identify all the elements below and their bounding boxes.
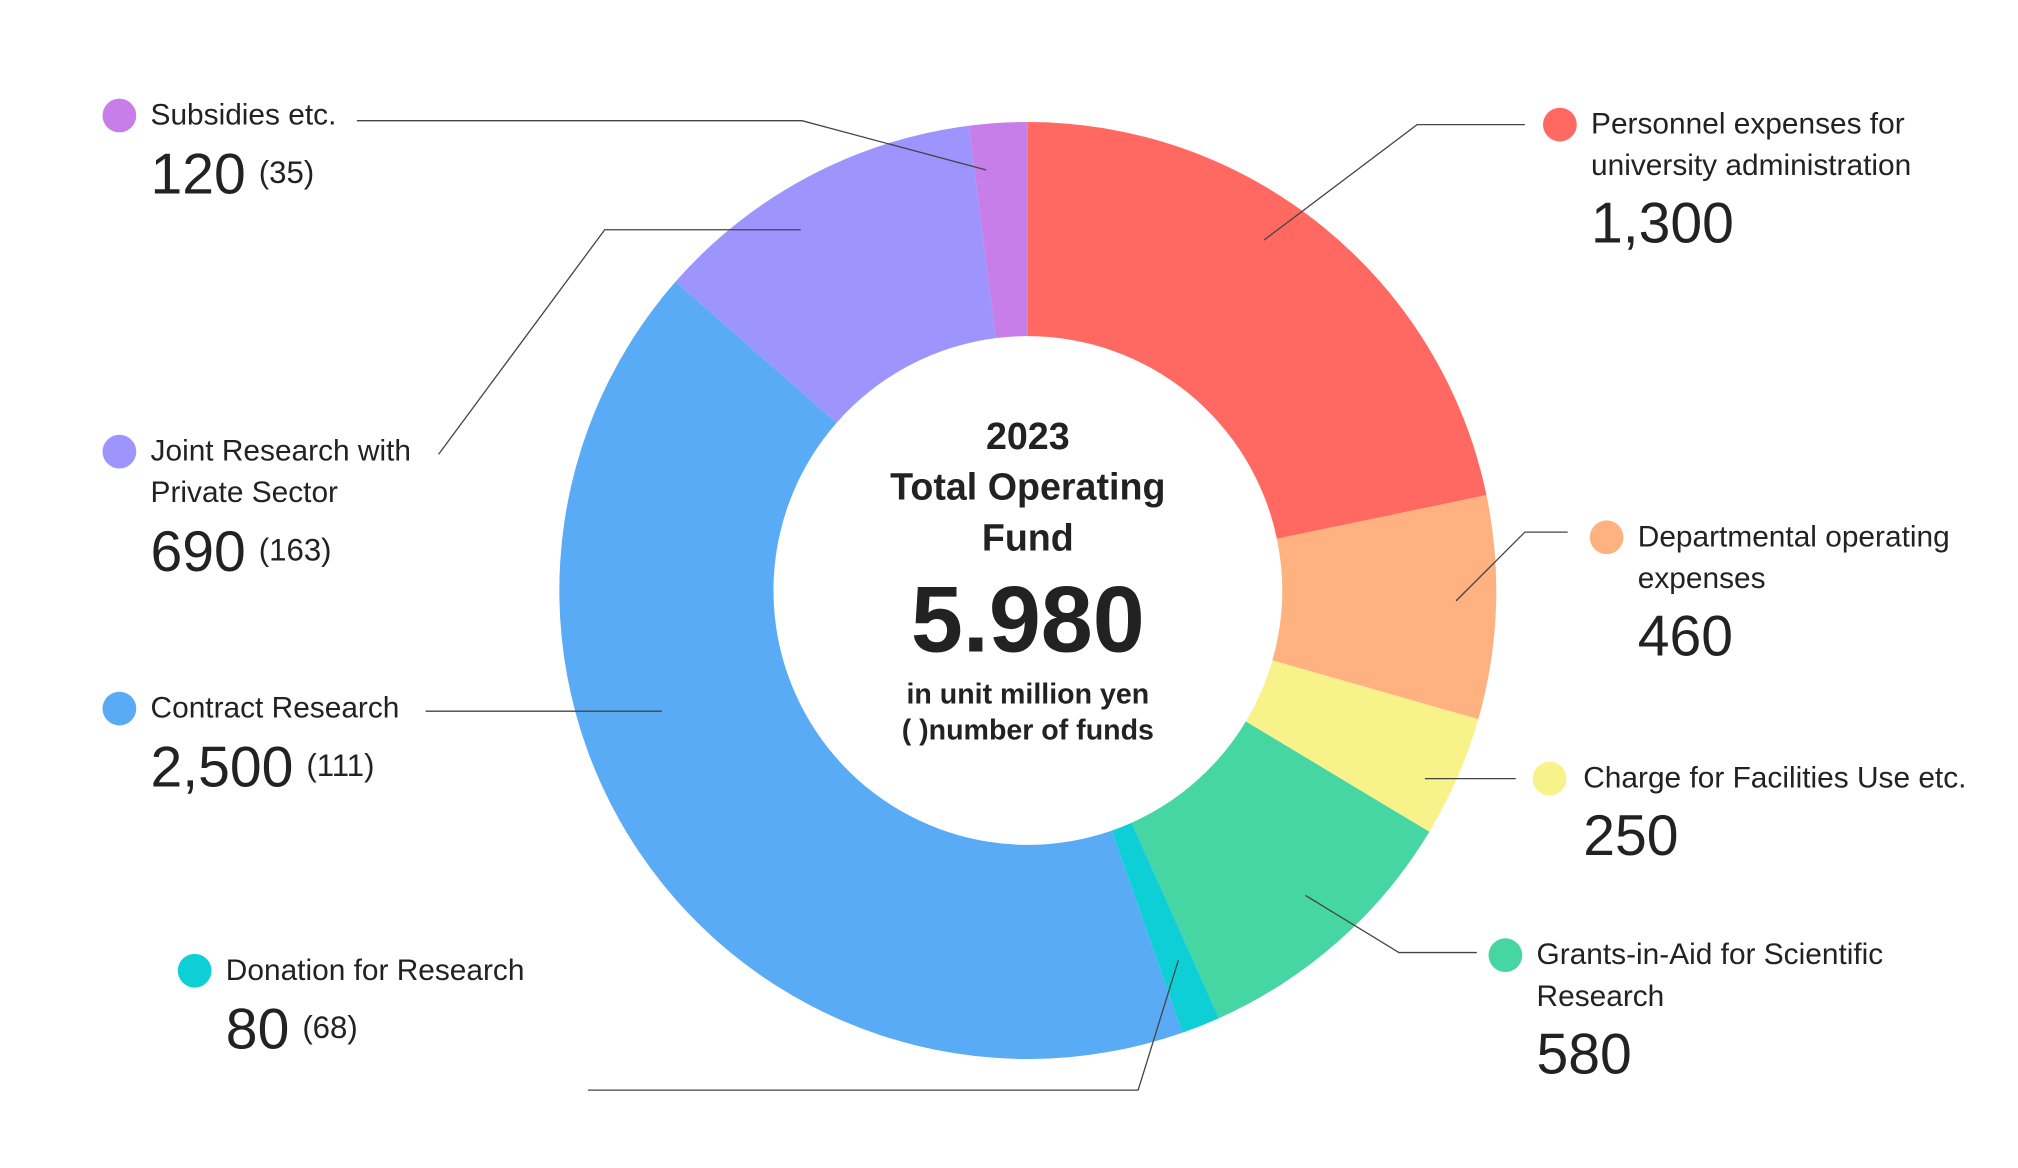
- center-total: 5.980: [910, 568, 1145, 673]
- label-block: Contract Research 2,500 (111): [151, 687, 540, 802]
- value-label: 2,500: [150, 735, 294, 800]
- category-name: Contract Research: [150, 690, 400, 725]
- category-name: Charge for Facilities Use etc.: [1583, 760, 1967, 795]
- leader-line: [587, 960, 1179, 1091]
- labels: Personnel expenses for university admini…: [102, 93, 2018, 1089]
- donut-segment: [675, 125, 996, 423]
- value-label: 80: [225, 997, 290, 1062]
- legend-dot: [102, 98, 137, 133]
- count-label: (111): [306, 748, 375, 784]
- donut-segment: [1272, 495, 1497, 720]
- category-name: Grants-in-Aid for Scientific Research: [1536, 936, 1884, 1013]
- category-name: Personnel expenses for university admini…: [1591, 106, 1912, 182]
- count-label: (68): [302, 1010, 358, 1046]
- center-unit: in unit million yen: [906, 677, 1150, 710]
- center-title: Total Operating Fund: [890, 467, 1166, 560]
- leader-line: [438, 229, 801, 455]
- center-note: ( )number of funds: [901, 713, 1154, 747]
- legend-dot: [102, 434, 137, 469]
- donut-segment: [559, 281, 1183, 1059]
- value-label: 250: [1583, 804, 1679, 869]
- center-text: 2023 Total Operating Fund 5.980 in unit …: [807, 413, 1248, 749]
- label-block: Subsidies etc. 120 (35): [151, 93, 488, 208]
- legend-dot: [1589, 520, 1624, 555]
- donut: [559, 122, 1497, 1059]
- value-row: 1,300: [1591, 191, 1980, 258]
- label: Contract Research 2,500 (111): [151, 687, 540, 802]
- donut-segment: [1131, 721, 1430, 1019]
- value-row: 120 (35): [151, 140, 488, 209]
- value-row: 80 (68): [226, 995, 615, 1064]
- leader-line: [1455, 531, 1568, 602]
- label-block: Departmental operating expenses 460: [1638, 515, 2014, 671]
- label-block: Charge for Facilities Use etc. 250: [1583, 757, 2018, 871]
- label-block: Grants-in-Aid for Scientific Research 580: [1537, 933, 1965, 1089]
- value-label: 690: [150, 520, 246, 584]
- donut-segment: [1245, 660, 1479, 832]
- label: Joint Research with Private Sector 690 (16…: [151, 430, 462, 587]
- leader-lines: [356, 120, 1568, 1091]
- value-label: 1,300: [1591, 192, 1734, 256]
- leader-line: [1263, 123, 1525, 241]
- value-row: 690 (163): [151, 518, 462, 587]
- label-block: Personnel expenses for university admini…: [1591, 103, 1980, 259]
- category-name: Joint Research with Private Sector: [150, 433, 412, 509]
- leader-line: [1305, 894, 1477, 954]
- legend-dot: [1532, 761, 1567, 796]
- label: Grants-in-Aid for Scientific Research 580: [1537, 933, 1965, 1089]
- center-year: 2023: [985, 416, 1070, 459]
- category-name: Departmental operating expenses: [1637, 519, 1950, 595]
- label: Charge for Facilities Use etc. 250: [1583, 757, 2018, 871]
- legend-dot: [102, 691, 137, 726]
- legend-dot: [1488, 938, 1523, 973]
- leader-line: [356, 120, 987, 171]
- label: Departmental operating expenses 460: [1638, 515, 2014, 671]
- legend-dot: [177, 953, 212, 988]
- value-label: 580: [1536, 1022, 1632, 1087]
- donut-segment: [968, 122, 1028, 339]
- count-label: (163): [258, 533, 332, 569]
- value-row: 580: [1537, 1021, 1965, 1088]
- label: Subsidies etc. 120 (35): [151, 93, 488, 208]
- center-block: 2023 Total Operating Fund 5.980 in unit …: [807, 413, 1248, 749]
- label-block: Joint Research with Private Sector 690 (16…: [151, 430, 462, 587]
- value-label: 460: [1637, 604, 1734, 669]
- donut-segment: [1111, 822, 1219, 1033]
- label-block: Donation for Research 80 (68): [226, 949, 615, 1064]
- count-label: (35): [258, 155, 315, 191]
- value-label: 120: [150, 142, 246, 207]
- value-row: 460: [1638, 603, 2014, 670]
- value-row: 250: [1583, 803, 2018, 870]
- donut-segment: [1027, 122, 1487, 539]
- label: Donation for Research 80 (68): [226, 949, 615, 1064]
- value-row: 2,500 (111): [151, 733, 540, 802]
- legend-dot: [1543, 107, 1577, 142]
- label: Personnel expenses for university admini…: [1591, 103, 1980, 259]
- category-name: Donation for Research: [225, 952, 525, 987]
- category-name: Subsidies etc.: [150, 97, 337, 132]
